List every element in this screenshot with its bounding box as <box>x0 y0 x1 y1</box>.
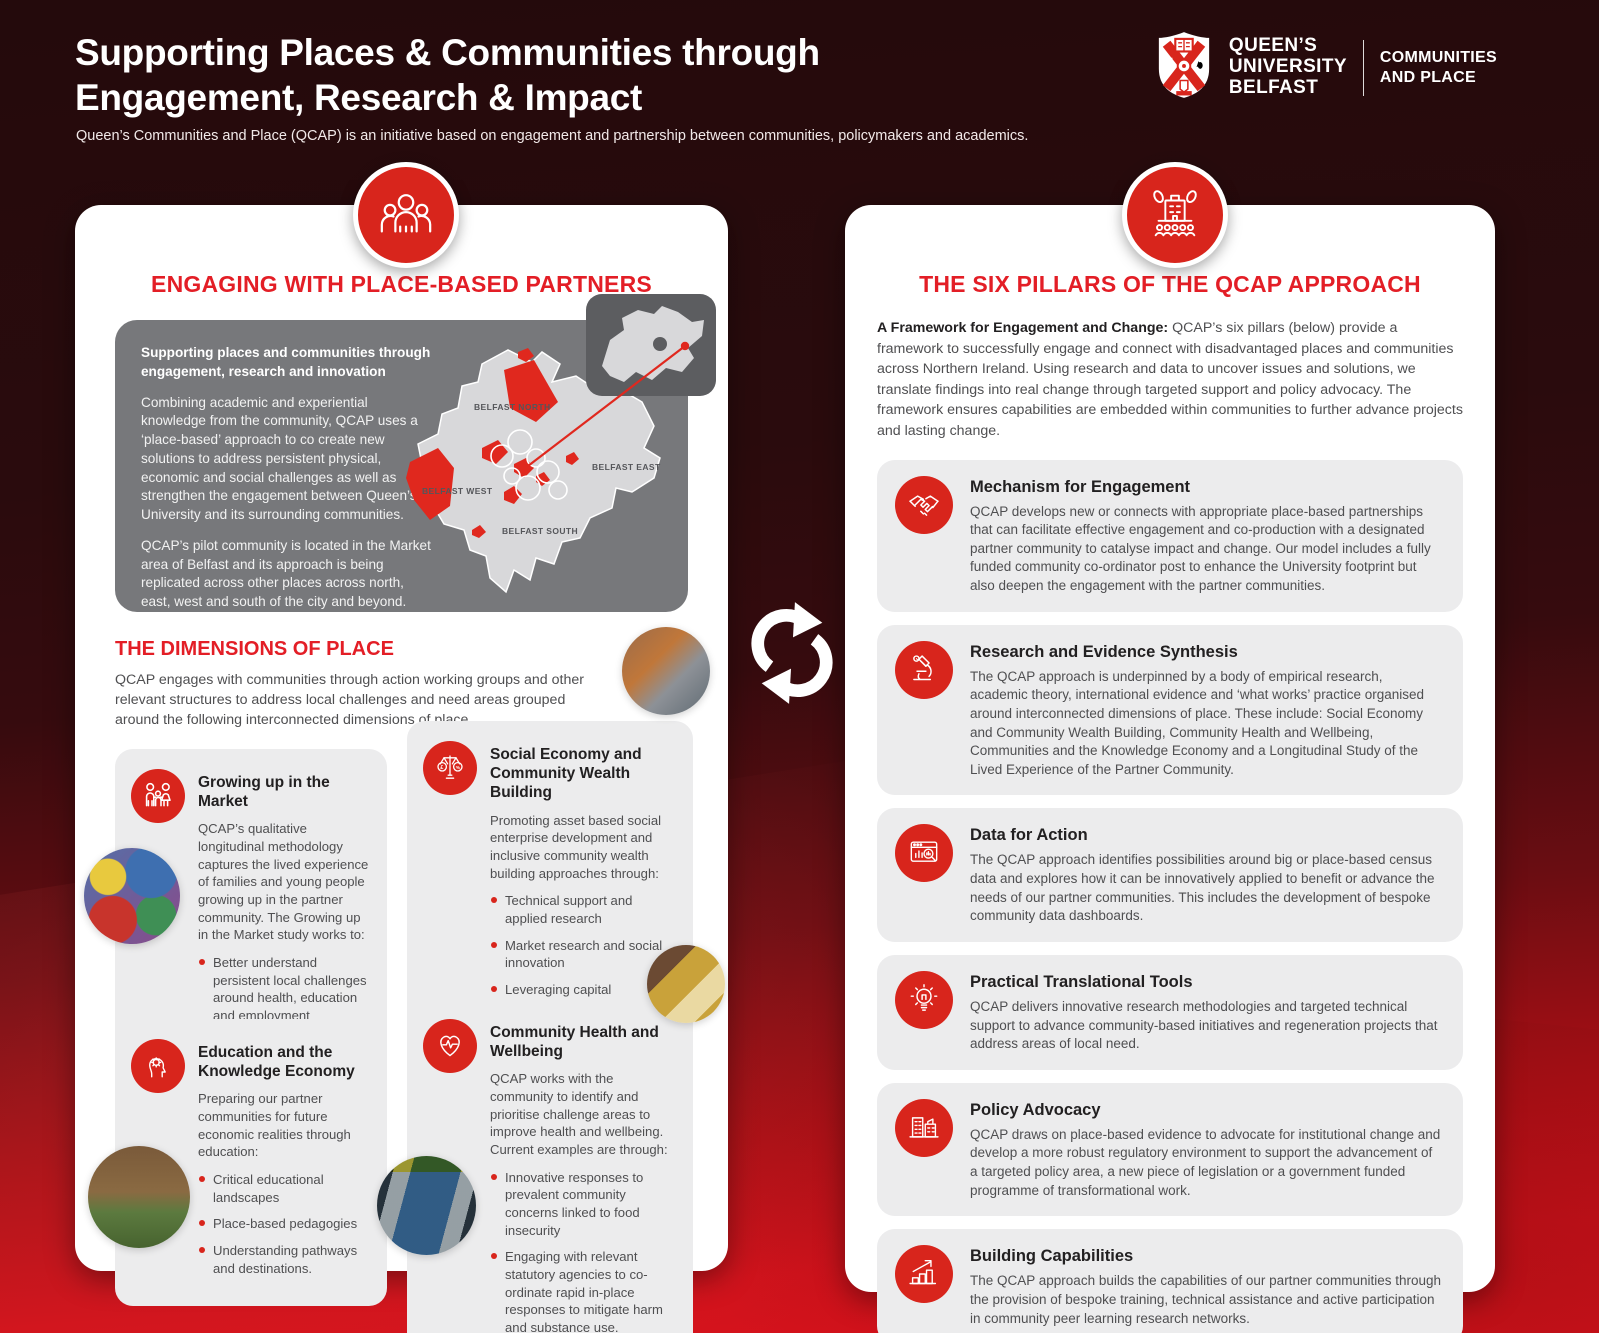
growth-chart-icon <box>895 1245 953 1304</box>
head-gear-icon <box>131 1038 185 1093</box>
bullet-item: Critical educational landscapes <box>198 1171 371 1206</box>
bullet-item: Better understand persistent local chall… <box>198 954 371 1025</box>
qub-logo: QUEEN’S UNIVERSITY BELFAST COMMUNITIES A… <box>1155 30 1497 105</box>
dimension-card-health: Community Health and Wellbeing QCAP work… <box>407 998 693 1333</box>
bullet-item: Place-based pedagogies <box>198 1215 371 1233</box>
bullet-item: Technical support and applied research <box>490 892 677 927</box>
bullet-item: Market research and social innovation <box>490 937 677 972</box>
scales-icon: £ % <box>423 740 477 795</box>
pillar-card-tools: Practical Translational Tools QCAP deliv… <box>877 954 1463 1070</box>
dimension-card-body: QCAP works with the community to identif… <box>490 1071 668 1158</box>
pillar-list: Mechanism for Engagement QCAP develops n… <box>877 459 1463 1333</box>
pillars-intro-lead: A Framework for Engagement and Change: <box>877 320 1169 336</box>
graybox-title: Supporting places and communities throug… <box>141 345 431 379</box>
page-subtitle: Queen’s Communities and Place (QCAP) is … <box>76 128 1029 144</box>
microscope-icon <box>895 640 953 699</box>
bullet-item: Engaging with relevant statutory agencie… <box>490 1248 677 1333</box>
pillar-body: QCAP delivers innovative research method… <box>970 998 1438 1052</box>
pillar-title: Mechanism for Engagement <box>970 477 1191 496</box>
archive-box-photo <box>647 945 725 1023</box>
dimension-card-title: Education and the Knowledge Economy <box>198 1043 355 1080</box>
community-mural-photo <box>84 848 180 944</box>
community-group-photo <box>88 1146 190 1248</box>
pillars-heading: THE SIX PILLARS OF THE QCAP APPROACH <box>919 271 1421 297</box>
civic-building-icon <box>1122 162 1228 268</box>
dimension-card-body: Promoting asset based social enterprise … <box>490 812 662 881</box>
data-window-icon <box>895 824 953 883</box>
dimension-card-education: Education and the Knowledge Economy Prep… <box>115 1018 387 1307</box>
dimension-card-title: Social Economy and Community Wealth Buil… <box>490 745 642 802</box>
pillar-card-mechanism: Mechanism for Engagement QCAP develops n… <box>877 459 1463 612</box>
pillar-body: QCAP draws on place-based evidence to ad… <box>970 1126 1441 1198</box>
bullet-item: Understanding pathways and destinations. <box>198 1242 371 1277</box>
pillar-card-data: Data for Action The QCAP approach identi… <box>877 808 1463 942</box>
map-label-north: BELFAST NORTH <box>474 402 551 412</box>
pillar-body: The QCAP approach identifies possibiliti… <box>970 852 1435 924</box>
graybox-paragraph: QCAP’s pilot community is located in the… <box>141 537 431 609</box>
map-label-west: BELFAST WEST <box>422 486 493 496</box>
engaging-heading: ENGAGING WITH PLACE-BASED PARTNERS <box>151 271 652 297</box>
pillar-body: QCAP develops new or connects with appro… <box>970 503 1431 594</box>
svg-text:£: £ <box>440 765 443 771</box>
pillars-intro: A Framework for Engagement and Change: Q… <box>877 318 1465 442</box>
graybox-paragraph: Combining academic and experiential know… <box>141 394 418 523</box>
logo-divider <box>1362 39 1364 96</box>
people-group-icon <box>353 162 459 268</box>
handshake-icon <box>895 475 953 534</box>
family-icon <box>131 768 185 823</box>
place-overview-box: Supporting places and communities throug… <box>115 294 716 612</box>
communities-and-place-wordmark: COMMUNITIES AND PLACE <box>1379 49 1497 86</box>
belfast-map: BELFAST NORTH BELFAST EAST BELFAST WEST … <box>386 294 718 616</box>
pillar-card-research: Research and Evidence Synthesis The QCAP… <box>877 624 1463 796</box>
northern-ireland-inset <box>586 294 716 396</box>
pillar-title: Policy Advocacy <box>970 1100 1101 1119</box>
pillars-intro-rest: QCAP’s six pillars (below) provide a fra… <box>877 320 1463 439</box>
pillar-card-policy: Policy Advocacy QCAP draws on place-base… <box>877 1082 1463 1217</box>
qub-wordmark: QUEEN’S UNIVERSITY BELFAST <box>1228 35 1347 98</box>
dimension-card-title: Community Health and Wellbeing <box>490 1023 659 1060</box>
pillar-title: Building Capabilities <box>970 1247 1134 1266</box>
pillar-body: The QCAP approach is underpinned by a bo… <box>970 668 1424 777</box>
engaging-panel: ENGAGING WITH PLACE-BASED PARTNERS Suppo… <box>75 205 728 1333</box>
dimension-card-body: QCAP’s qualitative longitudinal methodol… <box>198 821 369 943</box>
dimension-card-body: Preparing our partner communities for fu… <box>198 1091 351 1160</box>
buildings-icon <box>895 1098 953 1157</box>
qub-shield-icon <box>1155 30 1213 105</box>
dimensions-intro: QCAP engages with communities through ac… <box>115 672 584 728</box>
pillar-title: Data for Action <box>970 826 1088 845</box>
lightbulb-icon <box>895 970 953 1029</box>
bullet-item: Innovative responses to prevalent commun… <box>490 1169 677 1240</box>
heart-pulse-icon <box>423 1018 477 1073</box>
dimension-card-title: Growing up in the Market <box>198 773 330 810</box>
map-label-east: BELFAST EAST <box>592 462 661 472</box>
pillar-title: Research and Evidence Synthesis <box>970 642 1238 661</box>
pillars-panel: THE SIX PILLARS OF THE QCAP APPROACH A F… <box>845 205 1495 1333</box>
pillar-body: The QCAP approach builds the capabilitie… <box>970 1273 1442 1326</box>
svg-text:%: % <box>456 765 461 771</box>
refresh-cycle-icon <box>748 592 836 719</box>
pillar-card-capabilities: Building Capabilities The QCAP approach … <box>877 1229 1463 1333</box>
aerial-city-photo <box>622 627 710 715</box>
page-title: Supporting Places & Communities through … <box>75 32 820 119</box>
dimensions-heading: THE DIMENSIONS OF PLACE <box>115 638 394 660</box>
pillar-title: Practical Translational Tools <box>970 972 1193 991</box>
map-label-south: BELFAST SOUTH <box>502 526 578 536</box>
pantry-shop-photo <box>377 1156 476 1255</box>
